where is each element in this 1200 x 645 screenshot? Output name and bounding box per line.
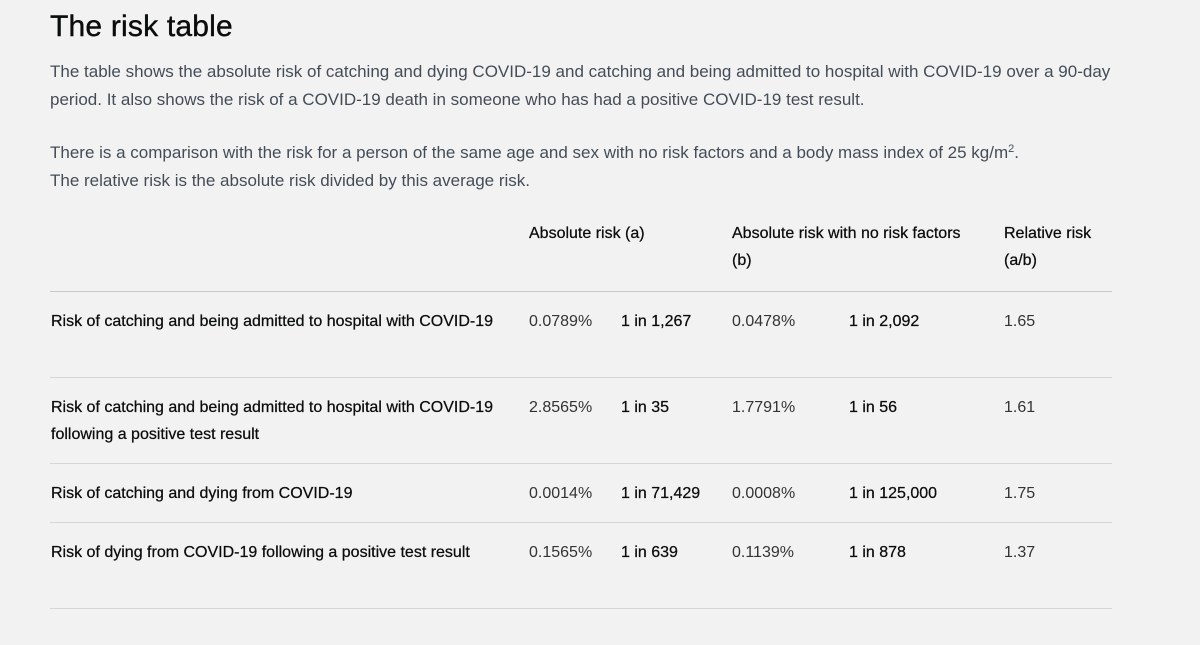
header-absolute-risk: Absolute risk (a) (529, 225, 645, 242)
baseline-risk-one-in: 1 in 2,092 (849, 313, 920, 330)
risk-table: Absolute risk (a) Absolute risk with no … (50, 220, 1112, 609)
intro-paragraph-2-text: There is a comparison with the risk for … (50, 143, 1009, 162)
absolute-risk-percent: 2.8565% (529, 399, 593, 416)
relative-risk-value: 1.75 (1004, 485, 1036, 502)
baseline-risk-percent: 0.1139% (732, 544, 794, 561)
relative-risk-value: 1.65 (1004, 313, 1036, 330)
table-row: Risk of catching and dying from COVID-19… (50, 464, 1112, 523)
absolute-risk-percent: 0.0014% (529, 485, 593, 502)
row-label: Risk of catching and being admitted to h… (51, 313, 494, 330)
intro-paragraph-2-period: . (1014, 143, 1019, 162)
header-absolute-risk-no-factors: Absolute risk with no risk factors (b) (732, 225, 961, 269)
absolute-risk-percent: 0.1565% (529, 544, 593, 561)
superscript-two: 2 (1008, 143, 1015, 155)
page-title: The risk table (50, 10, 233, 43)
baseline-risk-percent: 0.0478% (732, 313, 796, 330)
table-row: Risk of catching and being admitted to h… (50, 378, 1112, 464)
baseline-risk-one-in: 1 in 125,000 (849, 485, 938, 502)
intro-text: The table shows the absolute risk of cat… (50, 58, 1130, 195)
absolute-risk-one-in: 1 in 71,429 (621, 485, 701, 502)
row-label: Risk of dying from COVID-19 following a … (51, 544, 470, 561)
relative-risk-value: 1.37 (1004, 544, 1036, 561)
header-relative-risk: Relative risk (a/b) (1004, 225, 1092, 269)
table-row: Risk of catching and being admitted to h… (50, 292, 1112, 378)
row-label: Risk of catching and dying from COVID-19 (51, 485, 353, 502)
row-label: Risk of catching and being admitted to h… (51, 399, 494, 443)
baseline-risk-percent: 1.7791% (732, 399, 796, 416)
absolute-risk-one-in: 1 in 1,267 (621, 313, 692, 330)
table-header-row: Absolute risk (a) Absolute risk with no … (50, 220, 1112, 292)
intro-paragraph-2-line-2: The relative risk is the absolute risk d… (50, 171, 530, 190)
relative-risk-value: 1.61 (1004, 399, 1036, 416)
baseline-risk-one-in: 1 in 56 (849, 399, 898, 416)
absolute-risk-one-in: 1 in 35 (621, 399, 670, 416)
baseline-risk-one-in: 1 in 878 (849, 544, 906, 561)
intro-paragraph-1: The table shows the absolute risk of cat… (50, 62, 1111, 109)
table-row: Risk of dying from COVID-19 following a … (50, 523, 1112, 609)
absolute-risk-percent: 0.0789% (529, 313, 593, 330)
baseline-risk-percent: 0.0008% (732, 485, 796, 502)
absolute-risk-one-in: 1 in 639 (621, 544, 678, 561)
intro-paragraph-2: There is a comparison with the risk for … (50, 139, 1130, 195)
